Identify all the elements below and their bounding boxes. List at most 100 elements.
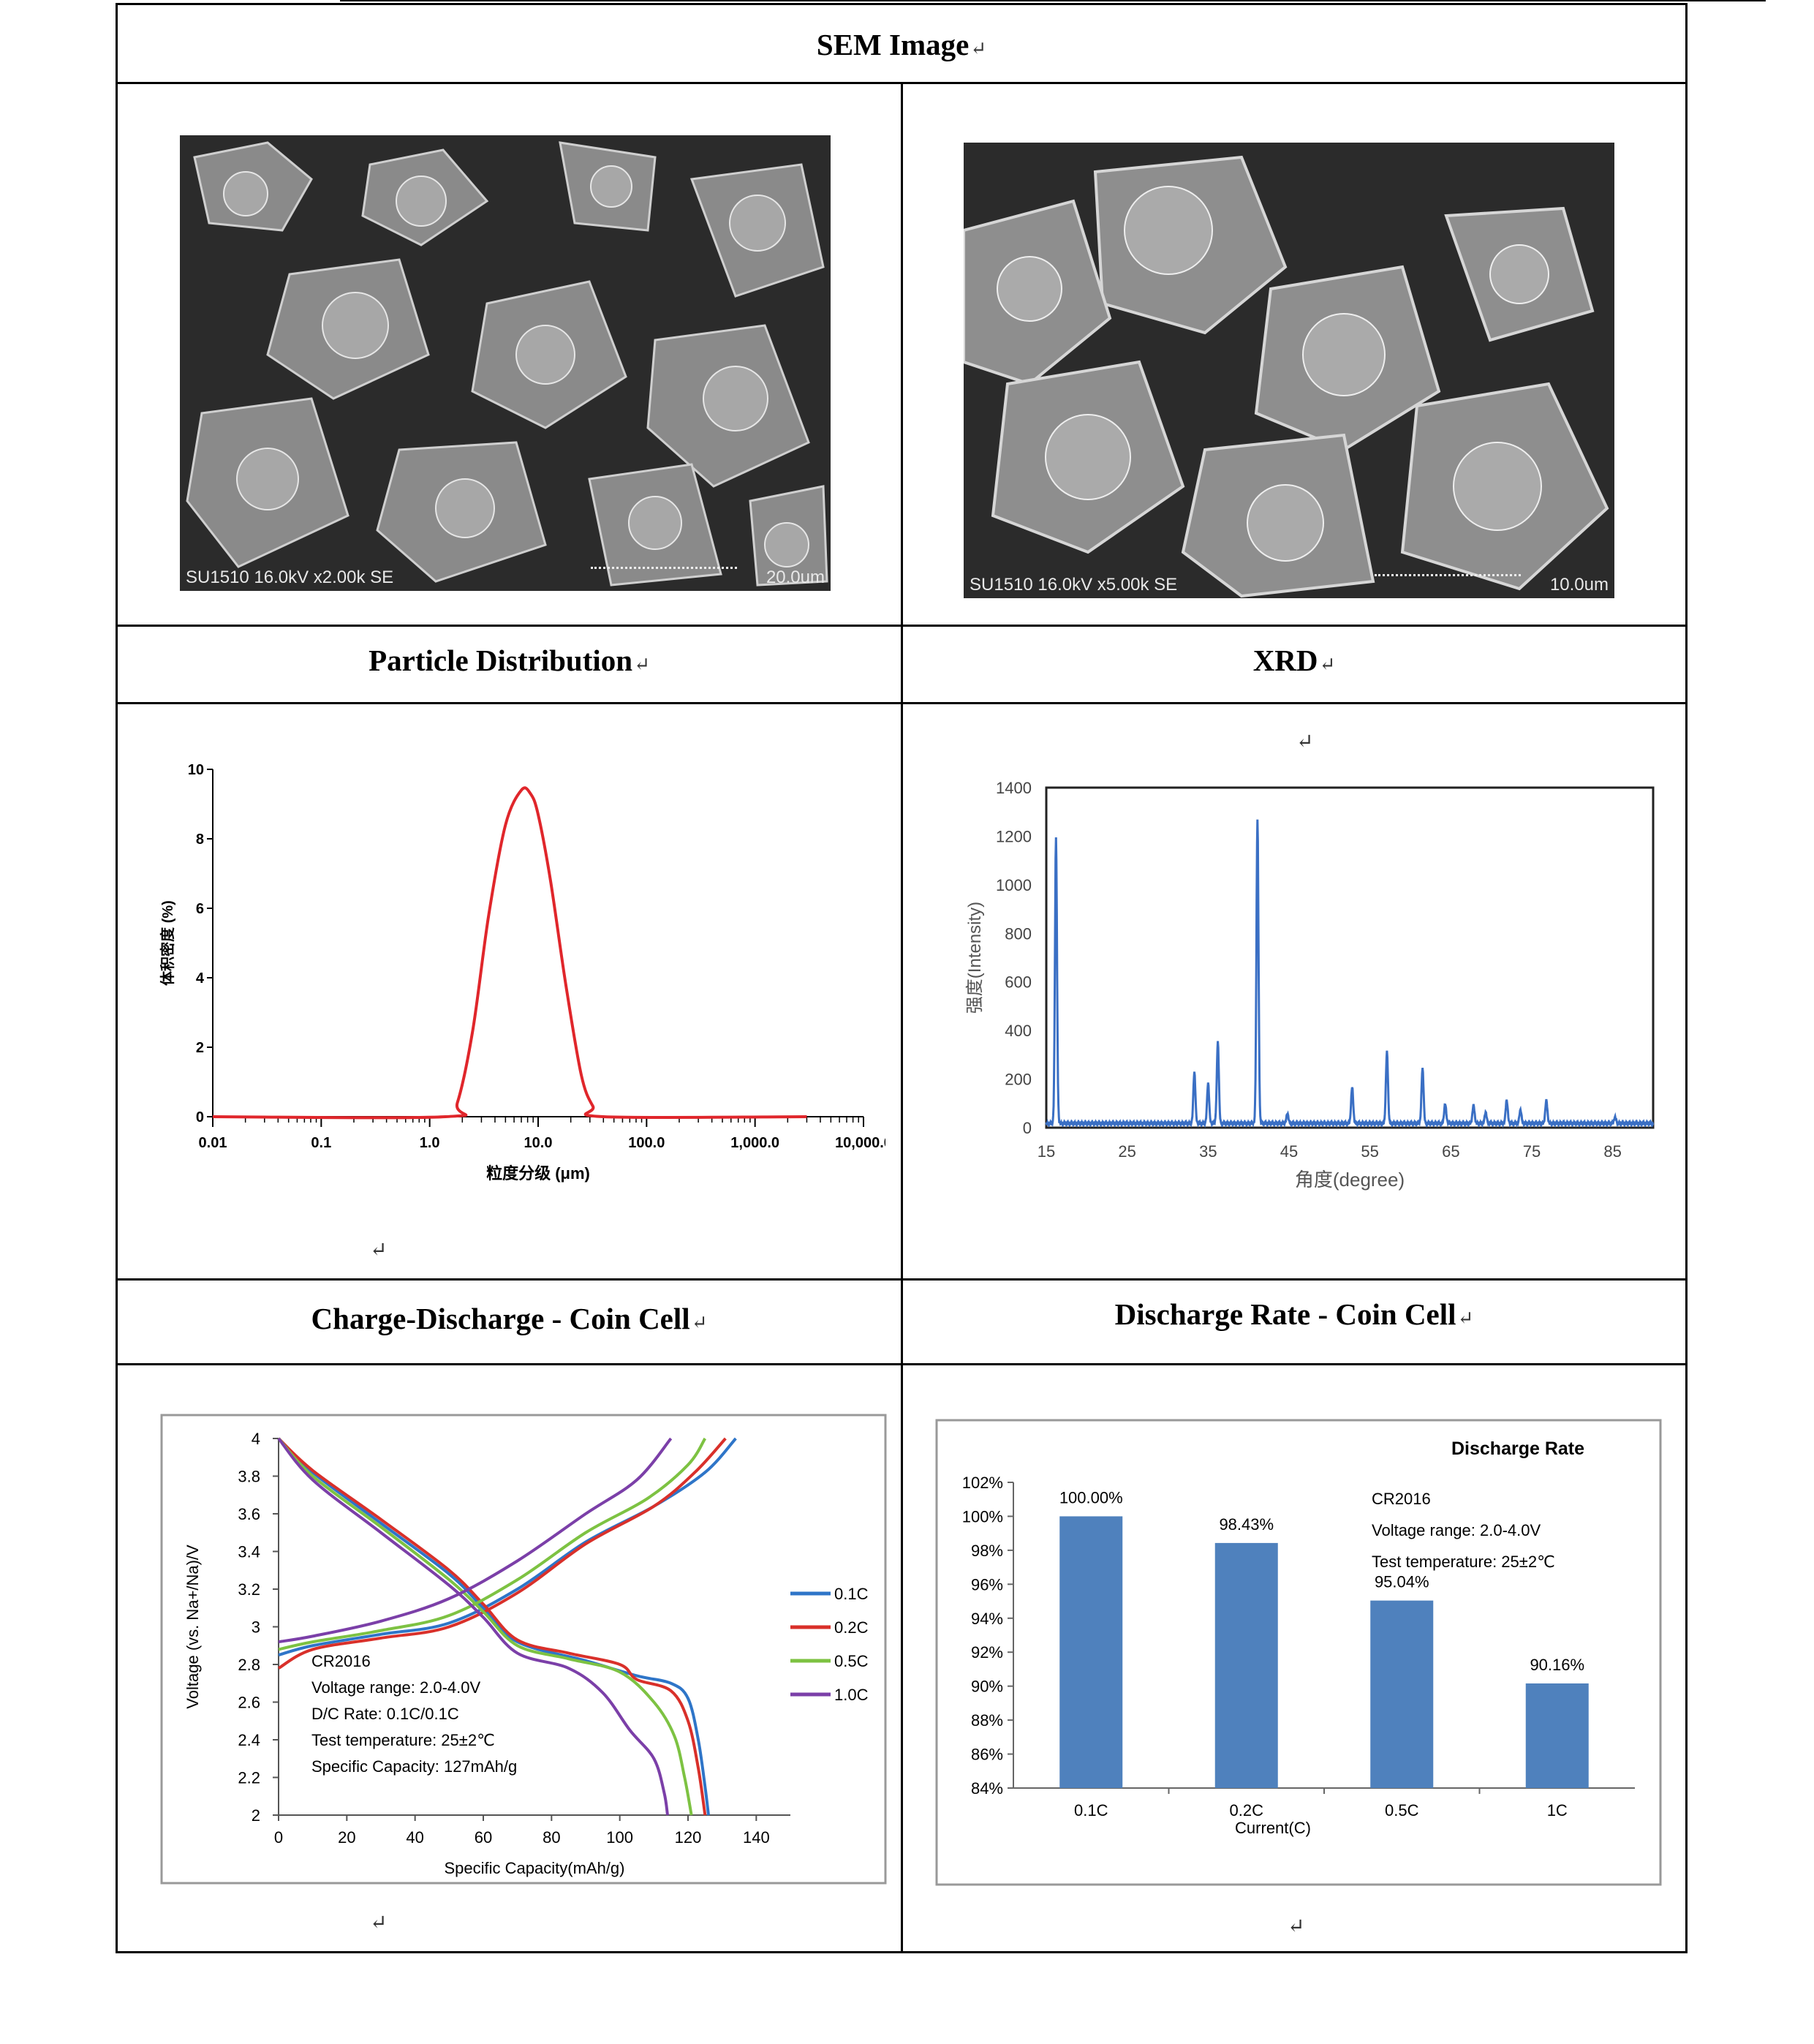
bar-0.1C (1059, 1516, 1123, 1788)
legend-label: 0.2C (834, 1618, 869, 1637)
x-tick-label: 35 (1199, 1142, 1217, 1161)
paragraph-mark: ↵ (1288, 1915, 1305, 1938)
y-tick-label: 2.6 (238, 1694, 260, 1712)
sem-texture (964, 155, 1609, 598)
x-axis-label: Current(C) (1235, 1819, 1311, 1837)
x-tick-label: 65 (1442, 1142, 1459, 1161)
bar-0.2C (1214, 1542, 1278, 1788)
y-axis-label: 体积密度 (%) (159, 900, 176, 986)
y-tick-label: 2 (252, 1806, 260, 1825)
y-tick-label: 90% (971, 1678, 1003, 1696)
y-tick-label: 92% (971, 1643, 1003, 1662)
scale-bar (1375, 574, 1521, 579)
x-tick-label: 40 (406, 1828, 423, 1847)
data-label: 90.16% (1530, 1656, 1584, 1674)
page-top-rule (340, 0, 1766, 1)
xrd-chart: 0 200 400 600 800 1000 1200 1400 15 25 35 45 55 65 75 8… (965, 779, 1655, 1191)
x-tick-label: 120 (675, 1828, 702, 1847)
sem-caption-left: SU1510 16.0kV x5.00k SE (970, 575, 1178, 595)
plot-frame (1045, 786, 1655, 1129)
x-tick-label: 0 (274, 1828, 283, 1847)
y-tick-label: 94% (971, 1610, 1003, 1628)
y-tick-label: 0 (196, 1109, 204, 1125)
y-tick-label: 4 (196, 970, 205, 987)
x-tick-label: 15 (1038, 1142, 1055, 1161)
bar-1C (1525, 1683, 1589, 1788)
x-tick-label: 20 (338, 1828, 355, 1847)
y-tick-label: 800 (1005, 924, 1032, 943)
annotation-line: D/C Rate: 0.1C/0.1C (311, 1705, 459, 1723)
y-tick-label: 96% (971, 1575, 1003, 1594)
chart-frame (935, 1419, 1662, 1886)
charge-discharge-header: Charge-Discharge - Coin Cell↵ (311, 1302, 708, 1335)
x-axis-label: 粒度分级 (μm) (486, 1164, 590, 1183)
discharge-rate-chart: 84% 86% 88% 90% 92% 94% 96% 98% 100% 102% 100.00% 0… (935, 1419, 1662, 1886)
data-label: 95.04% (1375, 1573, 1429, 1591)
x-tick-label: 1.0 (420, 1135, 440, 1151)
charge-curve-1.0C (278, 1437, 673, 1644)
data-label: 98.43% (1219, 1515, 1274, 1534)
x-tick-label: 1C (1547, 1801, 1568, 1819)
legend-label: 1.0C (834, 1686, 869, 1704)
y-tick-label: 10 (188, 762, 204, 778)
x-tick-label: 10,000.0 (835, 1135, 885, 1151)
y-axis-label: 强度(Intensity) (965, 902, 985, 1014)
y-tick-label: 400 (1005, 1022, 1032, 1040)
paragraph-mark: ↵ (370, 1912, 388, 1934)
sem-header: SEM Image↵ (816, 28, 987, 61)
bar-0.5C (1370, 1600, 1434, 1788)
annotation-line: CR2016 (1372, 1490, 1431, 1508)
y-tick-label: 1000 (996, 876, 1032, 894)
y-tick-label: 0 (1023, 1119, 1032, 1137)
x-tick-label: 60 (475, 1828, 492, 1847)
scale-bar (591, 567, 737, 572)
y-tick-label: 2.4 (238, 1731, 260, 1749)
charge-curve-0.5C (278, 1437, 707, 1651)
y-tick-label: 1400 (996, 779, 1032, 797)
annotation-line: Test temperature: 25±2℃ (1372, 1553, 1555, 1571)
sem-image-low-mag: SU1510 16.0kV x2.00k SE 20.0um (180, 135, 831, 591)
chart-title: Discharge Rate (1451, 1438, 1584, 1459)
annotation-line: Voltage range: 2.0-4.0V (1372, 1521, 1541, 1539)
sem-caption-right: 20.0um (766, 567, 825, 587)
x-tick-label: 0.01 (199, 1135, 227, 1151)
x-axis-label: 角度(degree) (1295, 1169, 1405, 1191)
charge-discharge-chart: 22.22.42.62.833.23.43.63.840 20 40 60 80 100 1… (160, 1414, 887, 1885)
y-tick-label: 98% (971, 1542, 1003, 1560)
y-tick-label: 3 (252, 1618, 260, 1637)
y-tick-label: 84% (971, 1779, 1003, 1798)
x-tick-label: 75 (1523, 1142, 1541, 1161)
y-tick-label: 600 (1005, 973, 1032, 992)
x-tick-label: 100.0 (628, 1135, 665, 1151)
charge-curve-0.1C (278, 1437, 737, 1657)
y-tick-label: 86% (971, 1746, 1003, 1764)
x-tick-label: 80 (543, 1828, 560, 1847)
y-tick-label: 3.4 (238, 1543, 260, 1561)
discharge-curve-0.1C (277, 1437, 710, 1816)
y-tick-label: 2.2 (238, 1769, 260, 1787)
y-tick-label: 200 (1005, 1071, 1032, 1089)
sem-image-high-mag: SU1510 16.0kV x5.00k SE 10.0um (964, 143, 1614, 598)
y-tick-label: 2 (196, 1040, 204, 1056)
annotation-line: Specific Capacity: 127mAh/g (311, 1757, 517, 1776)
x-tick-label: 55 (1361, 1142, 1378, 1161)
sem-caption-left: SU1510 16.0kV x2.00k SE (186, 567, 394, 587)
x-tick-label: 140 (743, 1828, 770, 1847)
psd-chart: 0 2 4 6 8 10 0.01 0.1 1.0 10.0 100.0 1,000.0 10,000.… (159, 762, 885, 1183)
data-label: 100.00% (1059, 1488, 1123, 1506)
x-tick-label: 45 (1280, 1142, 1298, 1161)
x-tick-label: 85 (1603, 1142, 1621, 1161)
discharge-curve-0.5C (277, 1437, 693, 1816)
xrd-pattern (1045, 819, 1655, 1128)
y-tick-label: 1200 (996, 827, 1032, 845)
y-axis-label: Voltage (vs. Na+/Na)/V (184, 1545, 202, 1709)
legend-label: 0.1C (834, 1585, 869, 1603)
annotation-line: CR2016 (311, 1652, 371, 1670)
x-tick-label: 0.2C (1230, 1801, 1264, 1819)
x-axis-label: Specific Capacity(mAh/g) (445, 1859, 625, 1877)
x-tick-label: 0.1C (1074, 1801, 1108, 1819)
paragraph-mark: ↵ (370, 1239, 388, 1262)
y-tick-label: 88% (971, 1711, 1003, 1730)
legend-label: 0.5C (834, 1652, 869, 1670)
y-tick-label: 100% (962, 1507, 1003, 1526)
